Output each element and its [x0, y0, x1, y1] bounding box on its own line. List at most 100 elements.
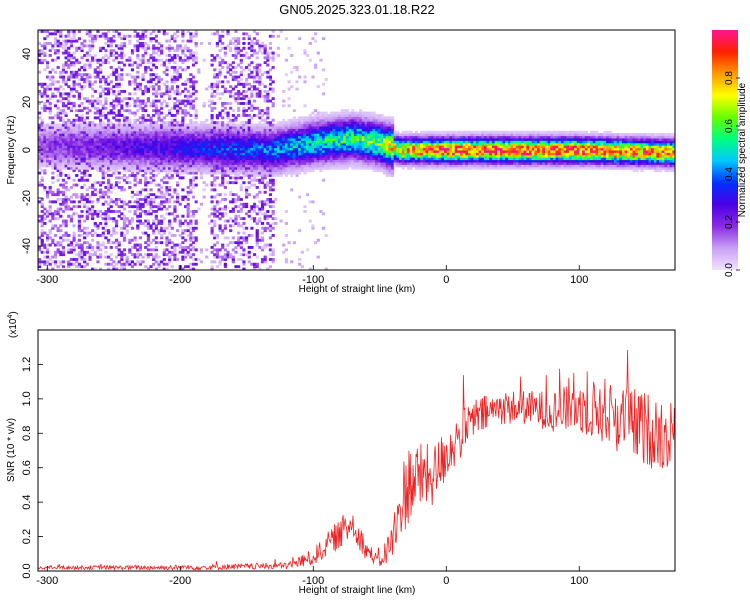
- heatmap-cell: [242, 37, 246, 41]
- heatmap-cell: [45, 85, 50, 89]
- heatmap-cell: [186, 58, 190, 62]
- heatmap-cell: [138, 82, 143, 86]
- heatmap-cell: [250, 217, 254, 221]
- heatmap-cell: [306, 154, 310, 158]
- heatmap-cell: [109, 147, 113, 151]
- heatmap-cell: [93, 210, 97, 213]
- heatmap-cell: [56, 145, 60, 149]
- heatmap-cell: [43, 102, 47, 105]
- heatmap-cell: [130, 135, 135, 139]
- heatmap-cell: [199, 166, 204, 170]
- heatmap-cell: [247, 150, 251, 153]
- heatmap-cell: [48, 212, 52, 216]
- heatmap-cell: [141, 114, 145, 117]
- heatmap-cell: [133, 164, 137, 168]
- heatmap-cell: [292, 157, 296, 161]
- heatmap-cell: [242, 126, 246, 129]
- heatmap-cell: [263, 243, 267, 247]
- heatmap-cell: [125, 154, 129, 158]
- heatmap-cell: [104, 171, 108, 175]
- heatmap-cell: [215, 202, 219, 206]
- heatmap-cell: [303, 118, 307, 122]
- heatmap-cell: [85, 250, 89, 254]
- heatmap-cell: [300, 152, 304, 156]
- heatmap-cell: [303, 162, 307, 165]
- heatmap-cell: [141, 37, 145, 41]
- heatmap-cell: [101, 171, 105, 175]
- heatmap-cell: [176, 126, 180, 129]
- heatmap-cell: [183, 133, 188, 137]
- heatmap-cell: [258, 162, 262, 165]
- heatmap-cell: [146, 202, 150, 206]
- heatmap-cell: [107, 162, 111, 165]
- heatmap-cell: [170, 246, 174, 249]
- heatmap-cell: [125, 121, 129, 125]
- heatmap-cell: [152, 258, 156, 261]
- heatmap-cell: [279, 128, 283, 132]
- heatmap-cell: [255, 70, 259, 74]
- heatmap-cell: [284, 159, 288, 163]
- heatmap-cell: [189, 243, 193, 247]
- heatmap-cell: [234, 219, 238, 223]
- heatmap-cell: [59, 171, 63, 175]
- heatmap-cell: [61, 70, 66, 74]
- heatmap-cell: [263, 44, 267, 48]
- heatmap-cell: [255, 231, 259, 235]
- heatmap-cell: [114, 176, 119, 180]
- heatmap-cell: [279, 150, 283, 153]
- heatmap-cell: [210, 118, 214, 122]
- heatmap-cell: [242, 142, 246, 146]
- heatmap-cell: [168, 58, 172, 62]
- heatmap-cell: [231, 109, 235, 113]
- heatmap-cell: [136, 63, 140, 67]
- heatmap-cell: [266, 174, 270, 177]
- heatmap-cell: [107, 241, 111, 245]
- heatmap-cell: [138, 102, 143, 105]
- heatmap-cell: [271, 102, 275, 105]
- heatmap-cell: [234, 140, 238, 144]
- heatmap-cell: [38, 116, 42, 120]
- heatmap-cell: [77, 138, 81, 141]
- heatmap-cell: [213, 56, 217, 60]
- heatmap-cell: [178, 66, 182, 69]
- heatmap-cell: [282, 123, 286, 127]
- heatmap-cell: [48, 219, 52, 223]
- heatmap-cell: [38, 126, 42, 129]
- heatmap-cell: [85, 30, 89, 33]
- heatmap-cell: [64, 121, 68, 125]
- heatmap-cell: [263, 212, 267, 216]
- heatmap-cell: [276, 150, 281, 153]
- heatmap-cell: [268, 123, 273, 127]
- heatmap-cell: [138, 99, 143, 103]
- heatmap-cell: [130, 174, 135, 177]
- heatmap-cell: [85, 207, 89, 211]
- heatmap-cell: [51, 224, 55, 228]
- heatmap-cell: [234, 154, 238, 158]
- heatmap-cell: [61, 234, 66, 237]
- heatmap-cell: [178, 224, 182, 228]
- heatmap-cell: [223, 164, 227, 168]
- heatmap-cell: [59, 42, 63, 45]
- heatmap-cell: [120, 123, 124, 127]
- heatmap-cell: [101, 140, 105, 144]
- heatmap-cell: [213, 171, 217, 175]
- heatmap-cell: [252, 138, 257, 141]
- heatmap-cell: [93, 224, 97, 228]
- heatmap-cell: [218, 154, 222, 158]
- heatmap-cell: [59, 236, 63, 240]
- heatmap-cell: [271, 200, 275, 204]
- heatmap-cell: [215, 145, 219, 149]
- heatmap-cell: [112, 138, 116, 141]
- heatmap-cell: [133, 30, 137, 33]
- heatmap-cell: [298, 138, 302, 141]
- heatmap-cell: [194, 164, 198, 168]
- heatmap-cell: [88, 49, 92, 53]
- heatmap-cell: [83, 195, 87, 199]
- heatmap-cell: [83, 85, 87, 89]
- heatmap-cell: [287, 140, 291, 144]
- heatmap-cell: [114, 267, 119, 270]
- heatmap-cell: [67, 128, 71, 132]
- heatmap-cell: [128, 130, 132, 134]
- heatmap-cell: [67, 39, 71, 43]
- heatmap-cell: [61, 104, 66, 108]
